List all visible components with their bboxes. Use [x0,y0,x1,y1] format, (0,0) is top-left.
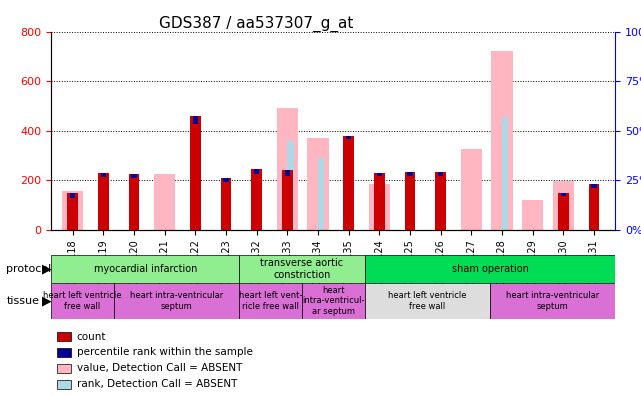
Text: rank, Detection Call = ABSENT: rank, Detection Call = ABSENT [77,379,237,389]
Bar [254,169,260,174]
Bar [131,174,137,179]
Bar [404,171,415,230]
Text: count: count [77,331,106,342]
Bar [553,181,574,230]
Bar [67,192,78,230]
Text: myocardial infarction: myocardial infarction [94,264,197,274]
Bar [193,116,198,124]
Bar [57,380,71,388]
Bar [57,364,71,373]
Bar [70,192,76,198]
FancyBboxPatch shape [239,283,302,319]
Text: sham operation: sham operation [451,264,528,274]
Bar [129,174,140,230]
Text: heart left ventricle
free wall: heart left ventricle free wall [44,291,122,310]
Bar [344,135,354,230]
Bar [318,158,324,230]
FancyBboxPatch shape [365,255,615,283]
Bar [287,141,294,230]
Bar [502,117,508,230]
Text: heart intra-ventricular
septum: heart intra-ventricular septum [506,291,599,310]
Bar [98,173,109,230]
Bar [154,174,176,230]
Bar [285,170,290,176]
Bar [190,116,201,230]
Bar [438,171,444,176]
Text: value, Detection Call = ABSENT: value, Detection Call = ABSENT [77,363,242,373]
Bar [221,178,231,230]
Text: heart intra-ventricular
septum: heart intra-ventricular septum [130,291,223,310]
Bar [307,138,329,230]
Bar [558,192,569,230]
FancyBboxPatch shape [302,283,365,319]
Text: GDS387 / aa537307_g_at: GDS387 / aa537307_g_at [159,16,354,32]
Bar [491,51,513,230]
Bar [282,170,293,230]
Bar [57,332,71,341]
Bar [588,184,599,230]
Bar [374,173,385,230]
Text: transverse aortic
constriction: transverse aortic constriction [260,259,344,280]
FancyBboxPatch shape [114,283,239,319]
Text: heart left ventricle
free wall: heart left ventricle free wall [388,291,467,310]
Bar [62,191,83,230]
Bar [369,184,390,230]
Bar [377,173,382,177]
Bar [435,171,446,230]
Bar [346,135,351,139]
Text: ▶: ▶ [42,295,51,307]
Text: ▶: ▶ [42,263,51,276]
Bar [277,109,298,230]
Bar [522,200,544,230]
Text: heart
intra-ventricul-
ar septum: heart intra-ventricul- ar septum [302,286,365,316]
Bar [57,348,71,357]
FancyBboxPatch shape [51,283,114,319]
FancyBboxPatch shape [239,255,365,283]
Bar [251,169,262,230]
FancyBboxPatch shape [51,255,239,283]
Bar [460,149,482,230]
Bar [561,192,566,196]
FancyBboxPatch shape [365,283,490,319]
Text: percentile rank within the sample: percentile rank within the sample [77,347,253,358]
FancyBboxPatch shape [490,283,615,319]
Bar [101,173,106,177]
Text: tissue: tissue [6,296,39,306]
Bar [407,171,413,176]
Text: heart left vent-
ricle free wall: heart left vent- ricle free wall [239,291,303,310]
Text: protocol: protocol [6,264,52,274]
Bar [591,184,597,188]
Bar [223,178,229,182]
